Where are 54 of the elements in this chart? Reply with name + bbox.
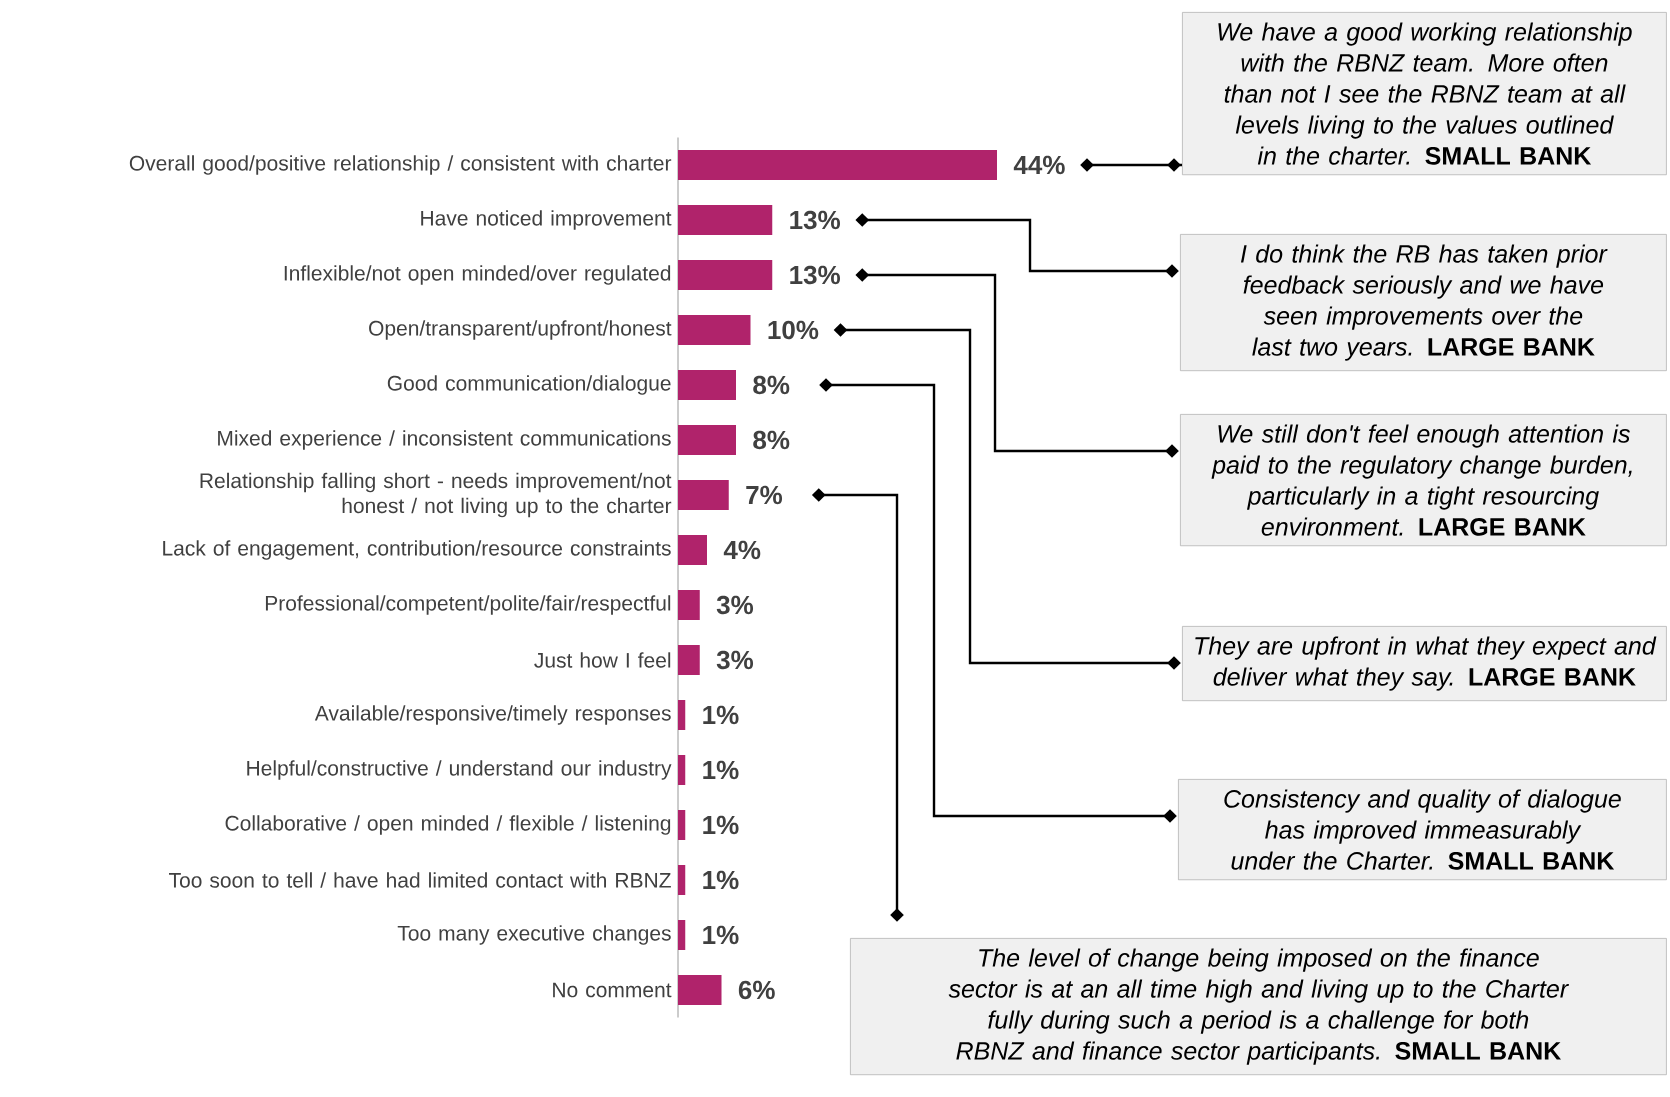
y-tick-label: Have noticed improvement xyxy=(421,210,672,230)
data-label: 10% xyxy=(768,320,819,340)
data-label: 1% xyxy=(703,925,739,945)
y-tick-label: Mixed experience / inconsistent communications xyxy=(218,430,671,450)
data-label: 3% xyxy=(716,595,754,615)
y-tick-label: Just how I feel xyxy=(534,652,671,668)
y-tick-label: Too soon to tell / have had limited contact with RBNZ xyxy=(169,872,671,888)
bar xyxy=(678,645,700,676)
text: They are upfront in what they expect and deliver what they say. LARGE BANK xyxy=(1195,636,1657,691)
y-tick-label: No comment xyxy=(553,982,672,998)
data-label: 3% xyxy=(716,650,754,670)
data-label: 4% xyxy=(723,540,761,560)
bar xyxy=(678,865,686,895)
y-tick-label: Helpful/constructive / understand our industry xyxy=(247,760,672,780)
bar xyxy=(678,535,707,566)
bar xyxy=(678,975,722,1006)
data-label: 8% xyxy=(753,375,790,395)
data-label: 7% xyxy=(746,485,783,505)
y-tick-label: Too many executive changes xyxy=(397,925,671,945)
data-label: 1% xyxy=(703,705,739,725)
y-tick-label: Inflexible/not open minded/over regulated xyxy=(284,265,671,285)
bar xyxy=(678,150,997,181)
text: We have a good working relationship with the RBNZ team. More often than not I see the RBNZ team at all levels living to the values outlined in the charter. SMALL BANK xyxy=(1218,22,1632,165)
data-label: 1% xyxy=(703,760,739,780)
data-label: 13% xyxy=(790,265,840,285)
y-tick-label: Overall good/positive relationship / consistent with charter xyxy=(129,155,672,175)
y-tick-label: Good communication/dialogue xyxy=(387,375,671,395)
data-label: 1% xyxy=(703,870,739,890)
data-label: 1% xyxy=(703,815,739,835)
bar xyxy=(678,755,686,786)
bar xyxy=(678,370,736,400)
text: I do think the RB has taken prior feedback seriously and we have seen improvements over the last two years. LARGE BANK xyxy=(1240,244,1608,361)
data-label: 13% xyxy=(790,210,840,230)
bar xyxy=(678,480,729,511)
annotation: The level of change being imposed on the finance sector is at an all time high and living up to the Charter fully during such a period is a challenge for both RBNZ and finance sector participants. SMALL BANK xyxy=(948,948,1569,1065)
y-tick-label: Collaborative / open minded / flexible / listening xyxy=(225,815,671,835)
data-label: 6% xyxy=(738,980,775,1000)
y-tick-label: Lack of engagement, contribution/resource constraints xyxy=(163,540,671,560)
bar xyxy=(678,810,686,841)
data-label: 44% xyxy=(1013,155,1065,175)
bar xyxy=(678,590,700,621)
bar xyxy=(678,700,686,731)
y-tick-label: Available/responsive/timely responses xyxy=(314,705,671,725)
bar xyxy=(678,205,773,236)
text: Consistency and quality of dialogue has improved immeasurably under the Charter. SMALL BANK xyxy=(1224,789,1621,870)
data-label: 8% xyxy=(753,430,790,450)
text: We still don't feel enough attention is paid to the regulatory change burden, particularly in a tight resourcing environment. LARGE BANK xyxy=(1211,424,1632,536)
y-tick-label: Open/transparent/upfront/honest xyxy=(369,320,672,340)
bar xyxy=(678,260,773,291)
bar xyxy=(678,920,686,951)
bar xyxy=(678,315,751,346)
y-tick-label: Relationship falling short - needs improvement/not honest / not living up to the charter xyxy=(200,472,672,518)
y-tick-label: Professional/competent/polite/fair/respectful xyxy=(265,595,671,615)
bar xyxy=(678,425,736,456)
